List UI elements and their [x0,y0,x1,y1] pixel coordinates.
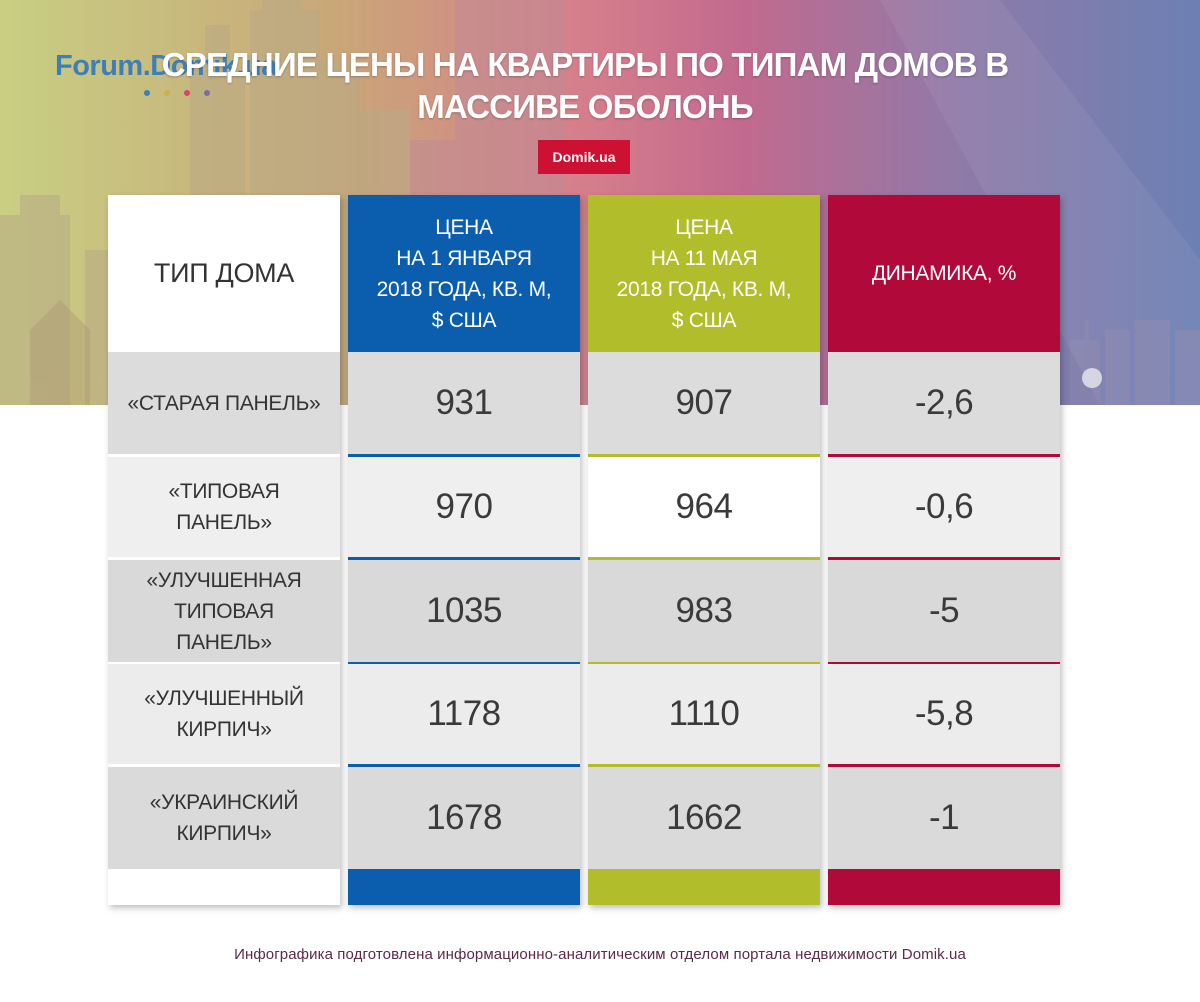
logo-dot [184,90,190,96]
table-cell-price-may: 1110 [588,664,820,764]
column-price-may: ЦЕНА НА 11 МАЯ 2018 ГОДА, КВ. М, $ США 9… [588,195,820,905]
header-line: $ США [431,308,497,332]
table-cell-dynamics: -2,6 [828,352,1060,454]
header-line: 2018 ГОДА, КВ. М, [616,277,792,301]
page-title: СРЕДНИЕ ЦЕНЫ НА КВАРТИРЫ ПО ТИПАМ ДОМОВ … [130,44,1040,128]
logo-dot [204,90,210,96]
logo-dots [144,90,210,96]
price-value: 1662 [666,798,742,837]
column-dynamics: ДИНАМИКА, % -2,6 -0,6 -5 -5,8 -1 [828,195,1060,905]
dynamics-value: -2,6 [914,383,974,422]
header-price-may: ЦЕНА НА 11 МАЯ 2018 ГОДА, КВ. М, $ США [588,195,820,352]
table-cell-type: «УЛУЧШЕННЫЙ КИРПИЧ» [108,664,340,764]
price-value: 1178 [427,694,501,733]
table-cell-type: «УКРАИНСКИЙ КИРПИЧ» [108,767,340,869]
table-cell-type: «ТИПОВАЯ ПАНЕЛЬ» [108,457,340,557]
logo-dot [164,90,170,96]
header-line: ЦЕНА [435,215,493,239]
type-label: «ТИПОВАЯ [168,480,280,503]
header-line: ЦЕНА [675,215,733,239]
type-label: ПАНЕЛЬ» [176,630,272,654]
dynamics-value: -5 [928,591,960,630]
type-label: «УЛУЧШЕННЫЙ [144,687,304,710]
footer-credit: Инфографика подготовлена информационно-а… [234,946,966,963]
table-cell-price-may: 983 [588,560,820,662]
header-price-jan: ЦЕНА НА 1 ЯНВАРЯ 2018 ГОДА, КВ. М, $ США [348,195,580,352]
type-label: «СТАРАЯ ПАНЕЛЬ» [127,391,321,415]
column-price-jan: ЦЕНА НА 1 ЯНВАРЯ 2018 ГОДА, КВ. М, $ США… [348,195,580,905]
table-cell-price-may: 907 [588,352,820,454]
price-value: 907 [675,383,733,422]
table-cell-price-jan: 1678 [348,767,580,869]
price-value: 1110 [668,694,740,733]
header-house-type-label: ТИП ДОМА [153,258,295,288]
forum-domik-logo[interactable]: Forum.Domik.ua [55,50,277,82]
header-line: $ США [671,308,737,332]
dynamics-value: -1 [928,798,960,837]
header-line: НА 1 ЯНВАРЯ [396,246,532,270]
price-value: 964 [675,487,733,526]
table-cell-price-jan: 970 [348,457,580,557]
price-value: 931 [435,383,493,422]
header-line: 2018 ГОДА, КВ. М, [376,277,552,301]
dynamics-value: -5,8 [914,694,974,733]
table-cell-dynamics: -5 [828,560,1060,662]
header-dynamics: ДИНАМИКА, % [828,195,1060,352]
table-cell-type: «УЛУЧШЕННАЯ ТИПОВАЯ ПАНЕЛЬ» [108,560,340,662]
logo-dot [144,90,150,96]
type-label: КИРПИЧ» [176,718,272,741]
table-cell-price-jan: 931 [348,352,580,454]
header-line: НА 11 МАЯ [650,246,758,270]
table-cell-price-jan: 1035 [348,560,580,662]
type-label: «УКРАИНСКИЙ [149,791,299,814]
table-cell-price-jan: 1178 [348,664,580,764]
table-cell-dynamics: -0,6 [828,457,1060,557]
column-house-type: ТИП ДОМА «СТАРАЯ ПАНЕЛЬ» «ТИПОВАЯ ПАНЕЛЬ»… [108,195,340,905]
type-label: ПАНЕЛЬ» [176,511,272,534]
type-label: КИРПИЧ» [176,822,272,845]
header-dynamics-label: ДИНАМИКА, % [871,262,1017,285]
table-cell-price-may: 964 [588,457,820,557]
price-value: 1678 [426,798,502,837]
table-cell-dynamics: -5,8 [828,664,1060,764]
title-line-1: СРЕДНИЕ ЦЕНЫ НА КВАРТИРЫ ПО ТИПАМ ДОМОВ … [161,46,1009,83]
dynamics-value: -0,6 [914,487,974,526]
type-label: «УЛУЧШЕННАЯ [146,568,302,592]
header-house-type: ТИП ДОМА [108,195,340,352]
price-value: 970 [435,487,493,526]
price-value: 983 [675,591,733,630]
table-cell-dynamics: -1 [828,767,1060,869]
type-label: ТИПОВАЯ [174,599,274,623]
domik-badge[interactable]: Domik.ua [538,140,630,174]
price-value: 1035 [426,591,502,630]
title-line-2: МАССИВЕ ОБОЛОНЬ [417,88,753,125]
table-cell-type: «СТАРАЯ ПАНЕЛЬ» [108,352,340,454]
table-cell-price-may: 1662 [588,767,820,869]
